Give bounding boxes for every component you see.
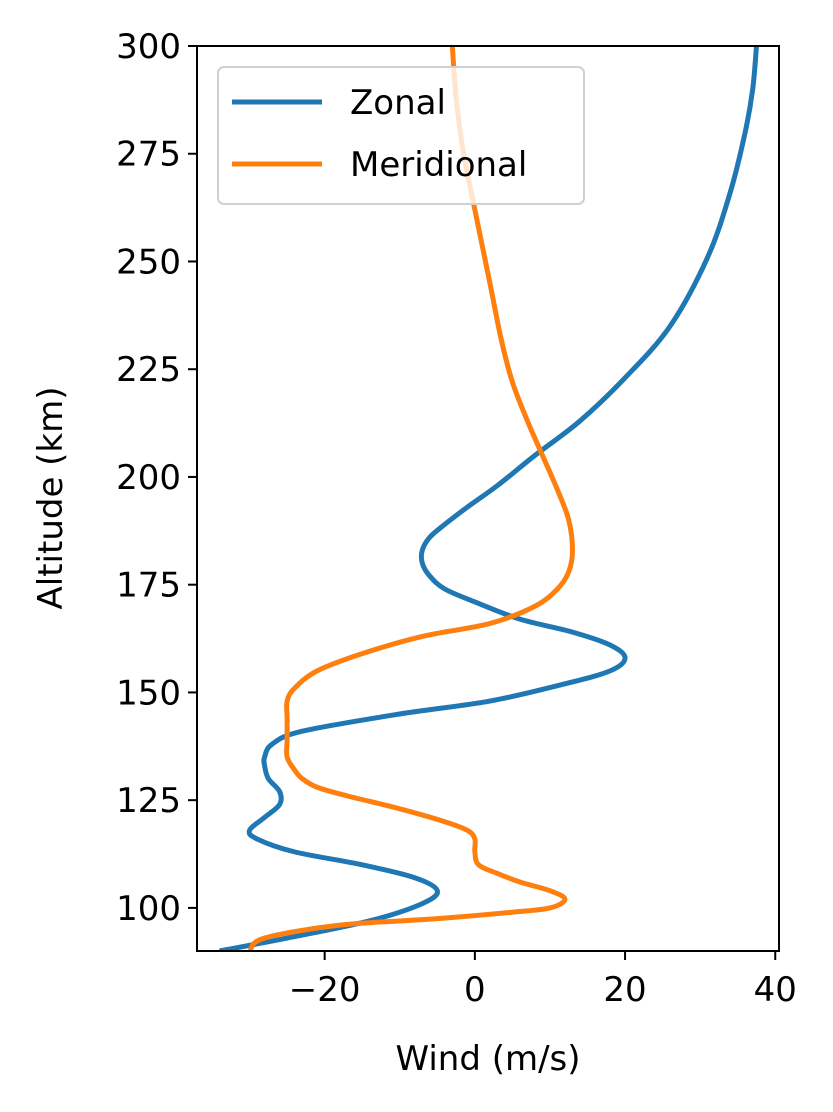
axes-layer: 100 125 150 175 200 225 250 275 300 −20 0 20 40 (116, 27, 797, 1010)
y-tick-label: 150 (116, 673, 181, 713)
y-tick-label: 175 (116, 566, 181, 606)
y-tick-label: 300 (116, 27, 181, 67)
x-tick-label: 20 (603, 970, 646, 1010)
legend: Zonal Meridional (217, 66, 585, 205)
y-tick-label: 275 (116, 135, 181, 175)
y-tick-label: 100 (116, 889, 181, 929)
y-tick-label: 225 (116, 350, 181, 390)
series-line-zonal (219, 46, 759, 951)
x-tick-label: 0 (464, 970, 486, 1010)
y-tick-label: 250 (116, 242, 181, 282)
x-tick-label: −20 (289, 970, 361, 1010)
plot-frame (196, 45, 780, 952)
y-axis-title: Altitude (km) (31, 386, 71, 609)
x-axis-title: Wind (m/s) (395, 1039, 580, 1079)
x-tick-label: 40 (754, 970, 797, 1010)
legend-label-meridional: Meridional (350, 145, 527, 185)
series-line-meridional (247, 46, 575, 951)
legend-label-zonal: Zonal (350, 83, 446, 123)
y-tick-label: 125 (116, 781, 181, 821)
series-layer (219, 46, 759, 951)
y-tick-label: 200 (116, 458, 181, 498)
